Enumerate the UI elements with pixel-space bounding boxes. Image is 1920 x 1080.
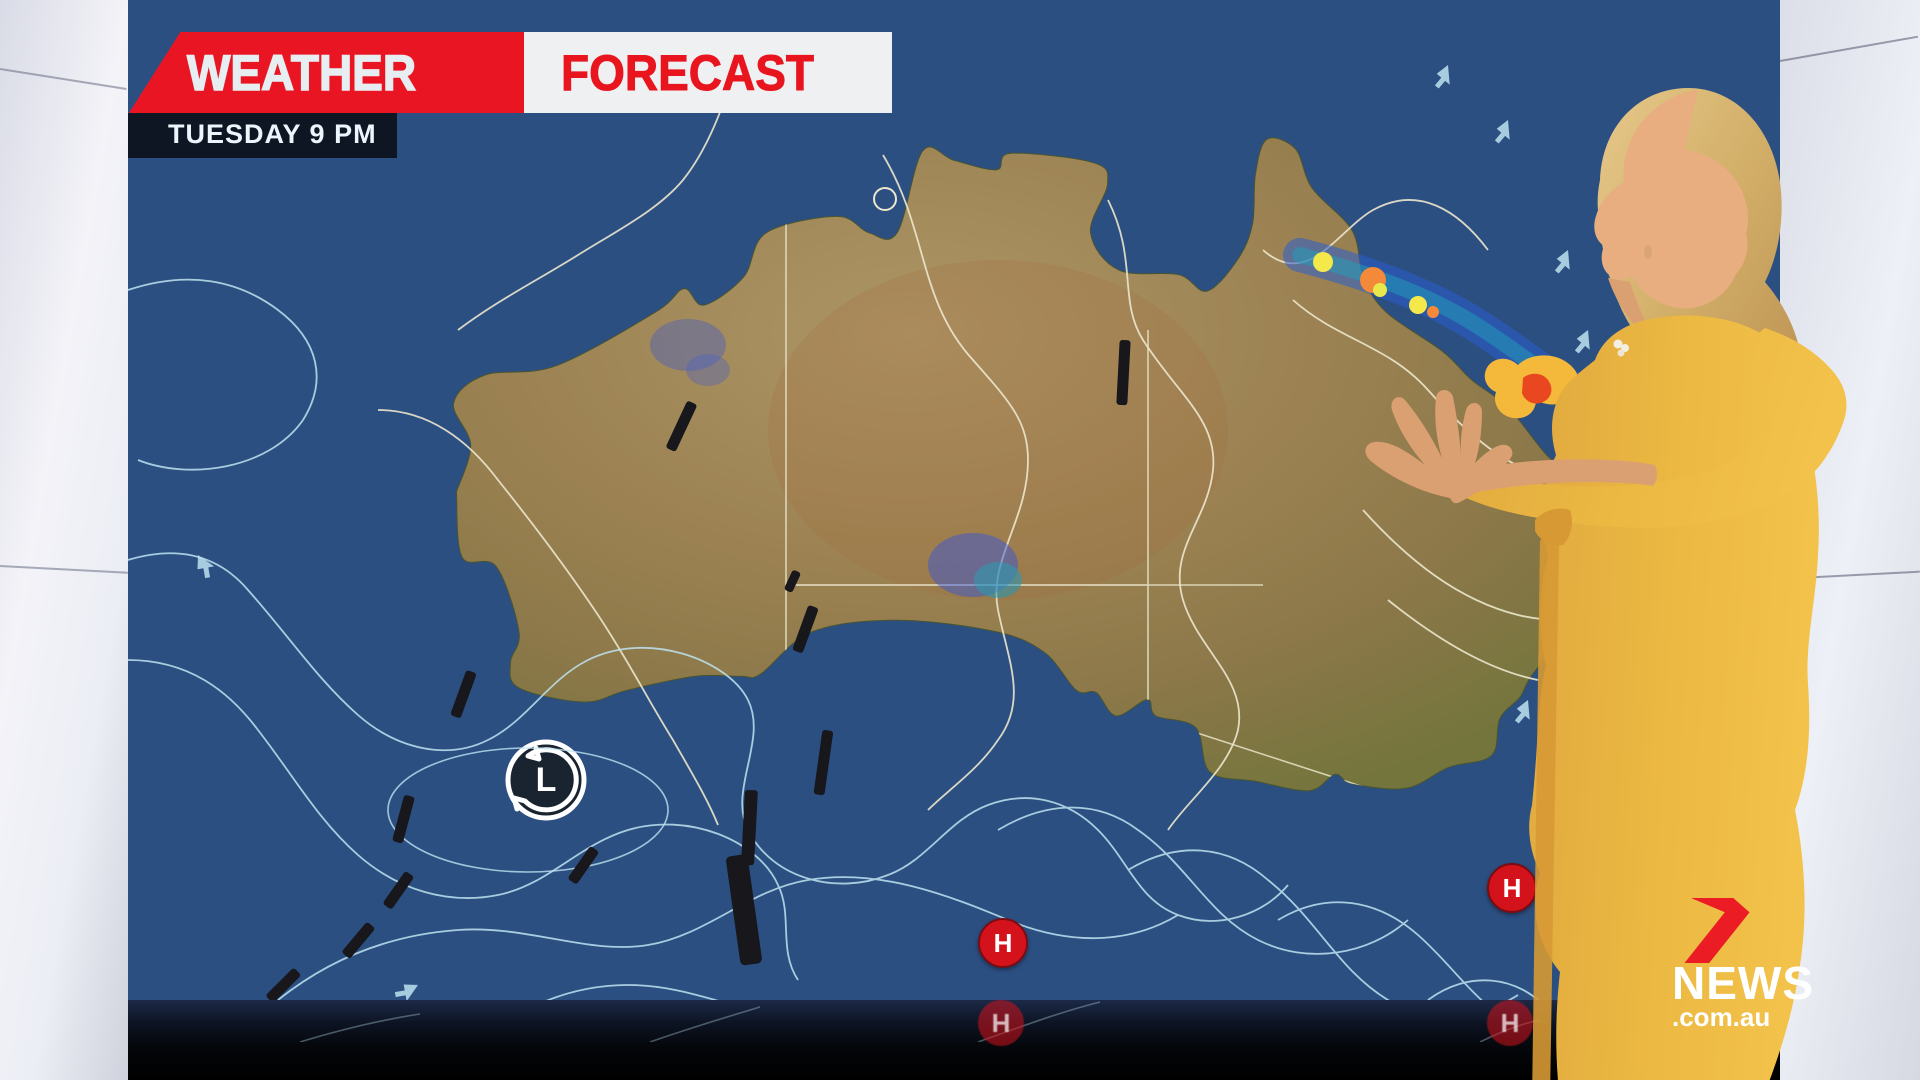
svg-text:L: L <box>536 761 557 799</box>
